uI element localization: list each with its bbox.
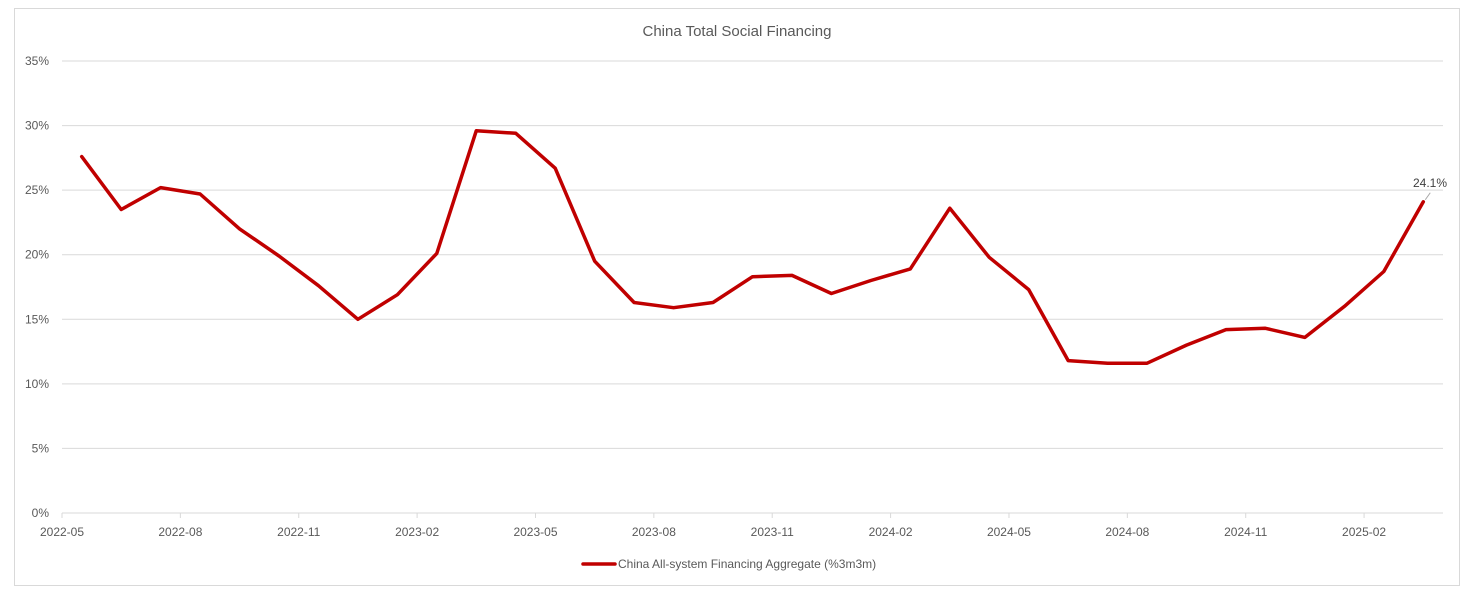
x-tick-label: 2024-08 [1105, 525, 1149, 539]
y-tick-label: 15% [25, 312, 49, 326]
chart-frame [14, 8, 1460, 586]
y-gridlines [62, 60, 1443, 514]
x-tick-label: 2025-02 [1342, 525, 1386, 539]
x-axis-ticks [61, 513, 1365, 518]
last-point-data-label: 24.1% [1413, 176, 1447, 190]
y-tick-label: 35% [25, 54, 49, 68]
x-tick-label: 2023-05 [513, 525, 557, 539]
legend-label: China All-system Financing Aggregate (%3… [618, 557, 876, 571]
legend: China All-system Financing Aggregate (%3… [581, 557, 876, 571]
data-label-leader-line [1424, 192, 1431, 201]
chart-title: China Total Social Financing [642, 23, 831, 40]
x-tick-label: 2022-08 [158, 525, 202, 539]
y-tick-label: 25% [25, 183, 49, 197]
x-tick-label: 2024-02 [869, 525, 913, 539]
x-tick-label: 2023-08 [632, 525, 676, 539]
y-tick-label: 30% [25, 119, 49, 133]
x-tick-label: 2024-11 [1224, 525, 1267, 539]
y-tick-label: 20% [25, 248, 49, 262]
x-tick-label: 2022-11 [277, 525, 320, 539]
y-tick-label: 5% [32, 441, 50, 455]
series-line-financing-aggregate [79, 128, 1426, 365]
y-axis-labels: 0% 5% 10% 15% 20% 25% 30% 35% [25, 54, 49, 520]
x-tick-label: 2023-02 [395, 525, 439, 539]
x-tick-label: 2023-11 [751, 525, 794, 539]
y-tick-label: 0% [32, 506, 50, 520]
y-tick-label: 10% [25, 377, 49, 391]
x-axis-labels: 2022-05 2022-08 2022-11 2023-02 2023-05 2023-… [40, 525, 1386, 539]
x-tick-label: 2022-05 [40, 525, 84, 539]
x-tick-label: 2024-05 [987, 525, 1031, 539]
